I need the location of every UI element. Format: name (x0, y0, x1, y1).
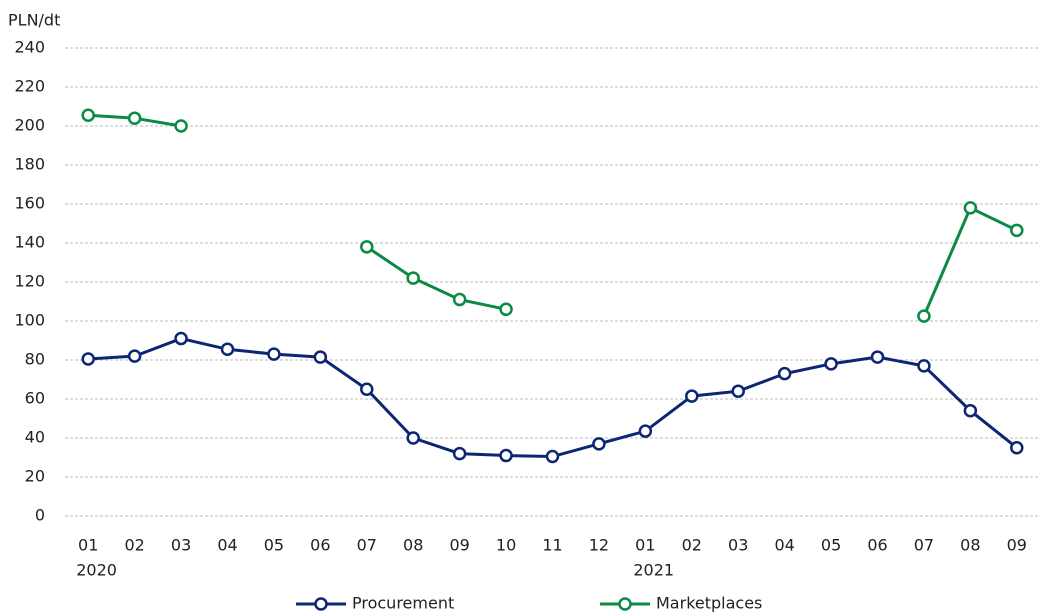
x-tick-label: 04 (774, 536, 794, 555)
y-tick-label: 200 (14, 116, 45, 135)
x-tick-label: 07 (357, 536, 377, 555)
x-group-label: 2020 (76, 561, 117, 580)
y-tick-label: 80 (25, 350, 45, 369)
series-line (88, 113, 1018, 317)
point (777, 366, 792, 381)
y-tick-label: 60 (25, 389, 45, 408)
x-tick-label: 08 (960, 536, 980, 555)
point (406, 431, 420, 445)
point (685, 389, 699, 403)
point (963, 403, 978, 418)
y-tick-label: 0 (35, 506, 45, 525)
point (360, 382, 374, 396)
point (406, 271, 420, 285)
point (963, 201, 978, 215)
point (174, 331, 188, 346)
point (917, 359, 931, 373)
x-tick-label: 09 (449, 536, 469, 555)
x-tick-label: 03 (728, 536, 748, 555)
x-tick-label: 04 (217, 536, 237, 555)
point (499, 448, 513, 463)
point (81, 352, 95, 366)
point (1010, 223, 1024, 238)
point (174, 119, 188, 133)
x-tick-label: 05 (264, 536, 284, 555)
point (1010, 441, 1024, 455)
legend-label: Procurement (352, 594, 454, 613)
point (545, 449, 560, 464)
point (452, 292, 467, 307)
x-tick-label: 12 (589, 536, 609, 555)
x-tick-label: 05 (821, 536, 841, 555)
y-tick-label: 140 (14, 233, 45, 252)
x-tick-label: 10 (496, 536, 516, 555)
x-tick-label: 06 (310, 536, 330, 555)
point (499, 302, 513, 317)
point (638, 424, 653, 438)
x-tick-label: 08 (403, 536, 423, 555)
point (731, 384, 745, 398)
y-tick-label: 120 (14, 272, 45, 291)
point (870, 350, 885, 364)
point (127, 111, 142, 125)
x-tick-label: 09 (1007, 536, 1027, 555)
x-tick-label: 02 (124, 536, 144, 555)
x-tick-label: 02 (682, 536, 702, 555)
y-tick-label: 160 (14, 194, 45, 213)
y-tick-label: 180 (14, 155, 45, 174)
y-axis-label: PLN/dt (8, 11, 60, 30)
x-tick-label: 06 (867, 536, 887, 555)
point (267, 347, 281, 361)
x-tick-label: 01 (78, 536, 98, 555)
point (127, 349, 142, 363)
x-tick-label: 03 (171, 536, 191, 555)
point (824, 357, 838, 371)
y-tick-label: 220 (14, 77, 45, 96)
point (81, 108, 95, 123)
x-tick-label: 01 (635, 536, 655, 555)
y-tick-label: 40 (25, 428, 45, 447)
x-tick-label: 07 (914, 536, 934, 555)
x-group-label: 2021 (633, 561, 674, 580)
point (220, 342, 235, 357)
point (592, 437, 606, 451)
y-tick-label: 20 (25, 467, 45, 486)
x-tick-label: 11 (542, 536, 562, 555)
legend-marker (618, 597, 632, 611)
point (452, 446, 467, 461)
y-tick-label: 240 (14, 38, 45, 57)
legend-marker (314, 597, 328, 611)
legend-label: Marketplaces (656, 594, 762, 613)
point (313, 350, 328, 364)
y-tick-label: 100 (14, 311, 45, 330)
point (360, 240, 374, 254)
point (917, 309, 931, 323)
